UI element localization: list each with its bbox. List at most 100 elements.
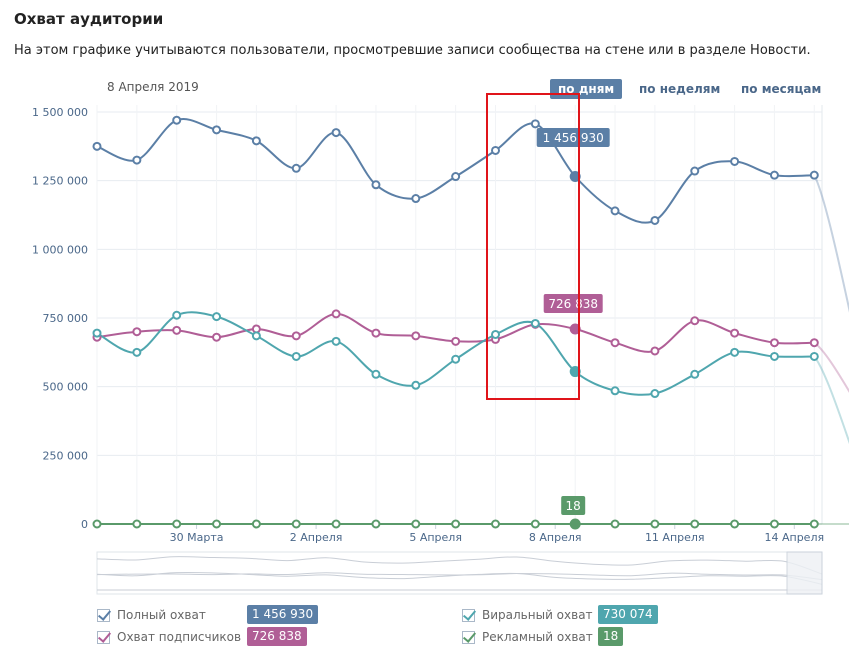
data-point xyxy=(769,351,779,361)
range-navigator[interactable] xyxy=(96,551,823,595)
data-point xyxy=(411,194,421,204)
data-point xyxy=(251,519,261,529)
period-by-days-button[interactable]: по дням xyxy=(550,79,623,99)
data-point xyxy=(92,328,102,338)
data-point xyxy=(690,316,700,326)
data-point xyxy=(491,329,500,339)
tooltip-ads: 18 xyxy=(566,499,581,513)
data-point xyxy=(132,327,142,337)
series-lines xyxy=(96,118,849,525)
data-point xyxy=(730,519,740,529)
tooltip-subscribers: 726 838 xyxy=(548,297,598,311)
data-point xyxy=(530,119,540,129)
legend-value-ads: 18 xyxy=(598,627,624,646)
data-point xyxy=(569,323,581,335)
y-tick-label: 1 250 000 xyxy=(32,175,88,188)
data-point xyxy=(411,331,421,341)
page-title: Охват аудитории xyxy=(14,10,164,28)
tooltip-full-box xyxy=(536,128,610,147)
y-tick-label: 750 000 xyxy=(43,312,89,325)
y-tick-label: 0 xyxy=(81,518,88,531)
legend-item-full[interactable]: Полный охват xyxy=(97,605,206,625)
data-point xyxy=(331,128,341,138)
data-point xyxy=(610,519,620,529)
data-point xyxy=(411,519,421,529)
data-point xyxy=(569,518,581,530)
data-point xyxy=(451,354,461,364)
data-point xyxy=(172,115,182,125)
tooltip-full: 1 456 930 xyxy=(543,131,604,145)
data-point xyxy=(371,328,381,338)
data-point xyxy=(212,125,222,135)
legend-value-viral: 730 074 xyxy=(598,605,658,624)
data-point xyxy=(610,386,620,396)
data-point xyxy=(291,331,301,341)
data-point xyxy=(371,519,381,529)
data-point xyxy=(371,180,381,190)
checkbox-icon[interactable] xyxy=(462,630,475,644)
data-point xyxy=(809,351,819,361)
data-point xyxy=(92,141,102,151)
data-point xyxy=(411,380,421,390)
reach-line-chart[interactable]: 0 250 000 500 000 750 000 1 000 000 1 250 000… xyxy=(0,100,849,600)
data-point xyxy=(809,170,819,180)
data-point xyxy=(132,519,142,529)
data-point xyxy=(212,332,222,342)
data-point xyxy=(172,519,182,529)
data-point xyxy=(491,145,500,155)
legend-item-subscribers[interactable]: Охват подписчиков xyxy=(97,627,241,647)
data-point xyxy=(769,338,779,348)
chart-tooltips: 1 456 930 726 838 18 xyxy=(536,128,610,515)
data-point xyxy=(172,310,182,320)
data-point xyxy=(809,519,819,529)
period-by-weeks-button[interactable]: по неделям xyxy=(639,82,721,96)
data-point xyxy=(451,172,461,182)
data-point xyxy=(809,338,819,348)
legend-item-ads[interactable]: Рекламный охват xyxy=(462,627,593,647)
checkbox-icon[interactable] xyxy=(97,630,110,644)
data-point xyxy=(132,155,142,165)
x-tick-label: 14 Апреля xyxy=(764,531,824,544)
series-line-faded xyxy=(813,355,849,445)
data-point xyxy=(769,519,779,529)
data-point xyxy=(690,166,700,176)
data-point xyxy=(331,519,341,529)
checkbox-icon[interactable] xyxy=(462,608,475,622)
period-by-months-button[interactable]: по месяцам xyxy=(741,82,822,96)
legend-label: Рекламный охват xyxy=(482,630,593,644)
data-point xyxy=(650,215,660,225)
x-tick-label: 5 Апреля xyxy=(409,531,462,544)
data-point xyxy=(291,163,301,173)
data-point xyxy=(730,156,740,166)
series-points xyxy=(92,115,819,530)
y-axis-ticks: 0 250 000 500 000 750 000 1 000 000 1 250 000… xyxy=(32,106,88,531)
data-point xyxy=(212,519,222,529)
data-point xyxy=(371,369,381,379)
selected-date-label: 8 Апреля 2019 xyxy=(107,80,199,94)
data-point xyxy=(690,519,700,529)
x-tick-label: 2 Апреля xyxy=(290,531,343,544)
data-point xyxy=(569,171,581,183)
data-point xyxy=(172,325,182,335)
navigator-line xyxy=(96,556,823,575)
navigator-line xyxy=(96,572,823,585)
data-point xyxy=(212,312,222,322)
data-point xyxy=(569,366,581,378)
data-point xyxy=(650,346,660,356)
data-point xyxy=(730,328,740,338)
x-axis-ticks: 30 Марта 2 Апреля 5 Апреля 8 Апреля 11 Апрел… xyxy=(170,524,824,544)
tooltip-ads-box xyxy=(561,496,586,515)
series-line-faded xyxy=(813,341,849,393)
legend-label: Виральный охват xyxy=(482,608,593,622)
legend-value-full: 1 456 930 xyxy=(247,605,319,624)
data-point xyxy=(451,336,461,346)
data-point xyxy=(730,347,740,357)
checkbox-icon[interactable] xyxy=(97,608,110,622)
data-point xyxy=(650,389,660,399)
legend-item-viral[interactable]: Виральный охват xyxy=(462,605,593,625)
data-point xyxy=(650,519,660,529)
data-point xyxy=(451,519,461,529)
data-point xyxy=(690,369,700,379)
data-point xyxy=(92,519,102,529)
navigator-handle xyxy=(786,551,823,595)
